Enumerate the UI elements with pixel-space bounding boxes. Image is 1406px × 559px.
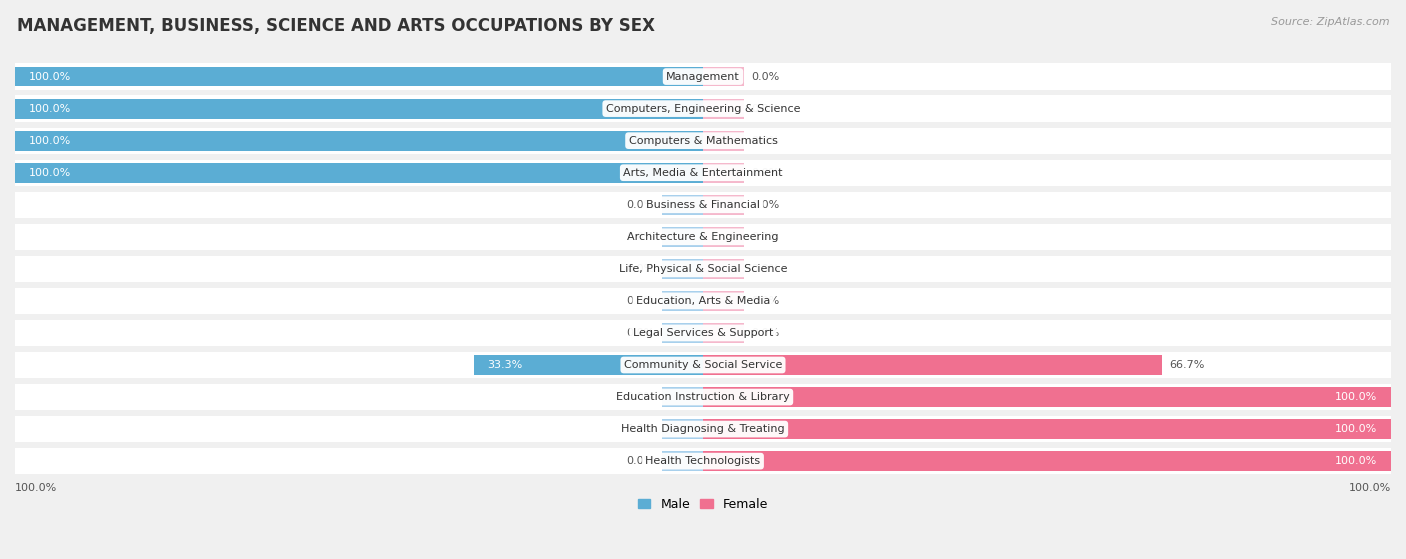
Text: Health Technologists: Health Technologists (645, 456, 761, 466)
Bar (15, 131, 703, 150)
Bar (662, 291, 703, 311)
Bar (662, 259, 703, 279)
Text: 0.0%: 0.0% (751, 103, 779, 113)
Bar (15, 67, 703, 87)
Text: Computers, Engineering & Science: Computers, Engineering & Science (606, 103, 800, 113)
Text: 0.0%: 0.0% (627, 328, 655, 338)
Bar (15, 288, 1391, 314)
Text: 0.0%: 0.0% (627, 296, 655, 306)
Bar (703, 67, 744, 87)
Text: 0.0%: 0.0% (751, 232, 779, 242)
Text: 100.0%: 100.0% (28, 72, 72, 82)
Bar (703, 163, 744, 183)
Bar (15, 63, 1391, 89)
Text: Business & Financial: Business & Financial (645, 200, 761, 210)
Bar (15, 163, 703, 183)
Legend: Male, Female: Male, Female (633, 493, 773, 516)
Bar (703, 99, 744, 119)
Bar (703, 227, 744, 247)
Bar (703, 131, 744, 150)
Text: 0.0%: 0.0% (751, 72, 779, 82)
Text: 100.0%: 100.0% (15, 483, 58, 493)
Bar (15, 320, 1391, 346)
Bar (15, 255, 1391, 282)
Text: MANAGEMENT, BUSINESS, SCIENCE AND ARTS OCCUPATIONS BY SEX: MANAGEMENT, BUSINESS, SCIENCE AND ARTS O… (17, 17, 655, 35)
Text: 0.0%: 0.0% (627, 392, 655, 402)
Text: Computers & Mathematics: Computers & Mathematics (628, 136, 778, 146)
Bar (15, 384, 1391, 410)
Bar (703, 451, 1391, 471)
Text: 0.0%: 0.0% (627, 424, 655, 434)
Text: Management: Management (666, 72, 740, 82)
Text: Architecture & Engineering: Architecture & Engineering (627, 232, 779, 242)
Bar (703, 419, 1391, 439)
Text: 0.0%: 0.0% (751, 328, 779, 338)
Text: Arts, Media & Entertainment: Arts, Media & Entertainment (623, 168, 783, 178)
Bar (703, 323, 744, 343)
Bar (703, 195, 744, 215)
Text: 100.0%: 100.0% (1334, 456, 1378, 466)
Bar (662, 419, 703, 439)
Text: 100.0%: 100.0% (1334, 392, 1378, 402)
Text: 100.0%: 100.0% (1334, 424, 1378, 434)
Bar (15, 416, 1391, 442)
Bar (662, 451, 703, 471)
Text: 100.0%: 100.0% (28, 136, 72, 146)
Text: 0.0%: 0.0% (751, 136, 779, 146)
Bar (15, 352, 1391, 378)
Text: 0.0%: 0.0% (627, 264, 655, 274)
Text: Education, Arts & Media: Education, Arts & Media (636, 296, 770, 306)
Bar (15, 224, 1391, 250)
Bar (662, 387, 703, 407)
Text: Community & Social Service: Community & Social Service (624, 360, 782, 370)
Bar (703, 355, 1161, 375)
Bar (15, 192, 1391, 218)
Text: 0.0%: 0.0% (751, 168, 779, 178)
Bar (15, 127, 1391, 154)
Text: 0.0%: 0.0% (751, 296, 779, 306)
Text: 0.0%: 0.0% (751, 264, 779, 274)
Text: Legal Services & Support: Legal Services & Support (633, 328, 773, 338)
Bar (703, 259, 744, 279)
Bar (662, 195, 703, 215)
Bar (703, 291, 744, 311)
Text: Source: ZipAtlas.com: Source: ZipAtlas.com (1271, 17, 1389, 27)
Text: 0.0%: 0.0% (627, 232, 655, 242)
Text: 100.0%: 100.0% (1348, 483, 1391, 493)
Bar (703, 387, 1391, 407)
Text: 0.0%: 0.0% (627, 200, 655, 210)
Text: Education Instruction & Library: Education Instruction & Library (616, 392, 790, 402)
Text: 100.0%: 100.0% (28, 168, 72, 178)
Text: 66.7%: 66.7% (1168, 360, 1204, 370)
Bar (15, 99, 703, 119)
Bar (474, 355, 703, 375)
Text: 33.3%: 33.3% (488, 360, 523, 370)
Text: Life, Physical & Social Science: Life, Physical & Social Science (619, 264, 787, 274)
Bar (15, 96, 1391, 122)
Bar (662, 227, 703, 247)
Bar (15, 159, 1391, 186)
Text: 100.0%: 100.0% (28, 103, 72, 113)
Bar (15, 448, 1391, 474)
Text: Health Diagnosing & Treating: Health Diagnosing & Treating (621, 424, 785, 434)
Text: 0.0%: 0.0% (751, 200, 779, 210)
Bar (662, 323, 703, 343)
Text: 0.0%: 0.0% (627, 456, 655, 466)
